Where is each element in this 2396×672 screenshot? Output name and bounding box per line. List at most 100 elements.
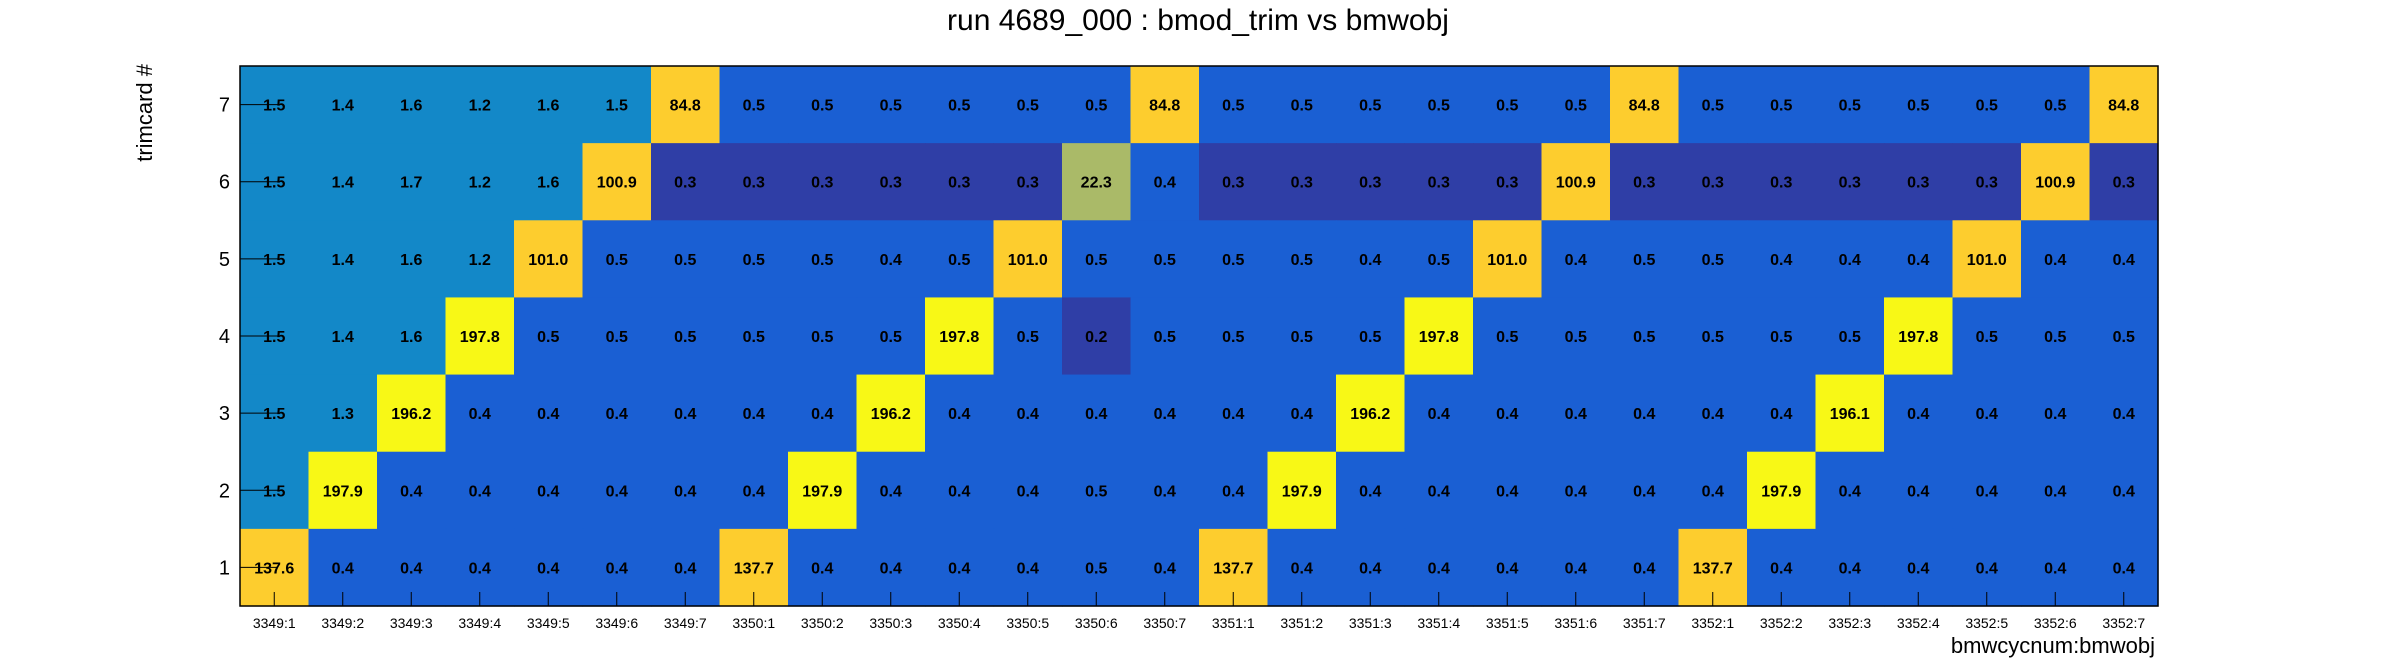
- heatmap-cell: [788, 66, 858, 144]
- heatmap-cell: [582, 374, 652, 453]
- cell-value-label: 0.4: [743, 483, 765, 500]
- heatmap-cell: [993, 143, 1063, 221]
- cell-value-label: 0.4: [1633, 483, 1655, 500]
- heatmap-cell: [856, 143, 926, 221]
- heatmap-cell: [1130, 66, 1200, 144]
- cell-value-label: 0.4: [1702, 406, 1724, 423]
- cell-value-label: 0.5: [1976, 98, 1998, 115]
- x-tick-label: 3350:7: [1143, 615, 1186, 631]
- cell-value-label: 0.4: [606, 560, 628, 577]
- cell-value-label: 0.3: [1359, 175, 1381, 192]
- cell-value-label: 0.4: [1976, 483, 1998, 500]
- cell-value-label: 0.5: [1428, 252, 1450, 269]
- heatmap-cell: [1884, 451, 1954, 530]
- heatmap-cell: [1678, 451, 1748, 530]
- cell-value-label: 0.5: [1907, 98, 1929, 115]
- heatmap-cell: [1473, 451, 1543, 530]
- cell-value-label: 197.9: [1761, 483, 1801, 500]
- cell-value-label: 0.4: [1565, 483, 1587, 500]
- cell-value-label: 84.8: [2108, 98, 2139, 115]
- cell-value-label: 0.3: [1702, 175, 1724, 192]
- cell-value-label: 1.4: [332, 175, 354, 192]
- cell-value-label: 0.5: [1359, 98, 1381, 115]
- heatmap-cell: [1815, 451, 1885, 530]
- cell-value-label: 0.3: [1839, 175, 1861, 192]
- heatmap-cell: [1199, 143, 1269, 221]
- heatmap-cell: [788, 143, 858, 221]
- cell-value-label: 1.6: [537, 175, 559, 192]
- cell-value-label: 0.4: [469, 560, 491, 577]
- cell-value-label: 0.3: [811, 175, 833, 192]
- heatmap-cell: [1199, 374, 1269, 453]
- heatmap-cell: [1267, 374, 1337, 453]
- heatmap-cell: [856, 374, 926, 453]
- cell-value-label: 197.9: [802, 483, 842, 500]
- cell-value-label: 0.3: [743, 175, 765, 192]
- x-tick-label: 3351:7: [1623, 615, 1666, 631]
- heatmap-cell: [719, 220, 789, 299]
- cell-value-label: 1.2: [469, 98, 491, 115]
- heatmap-cell: [514, 66, 584, 144]
- heatmap-cell: [925, 66, 995, 144]
- heatmap-cell: [925, 451, 995, 530]
- cell-value-label: 197.9: [323, 483, 363, 500]
- x-tick-label: 3352:5: [1965, 615, 2008, 631]
- heatmap-cell: [1404, 374, 1474, 453]
- heatmap-cell: [514, 297, 584, 376]
- heatmap-cell: [1062, 66, 1132, 144]
- heatmap-cell: [1541, 451, 1611, 530]
- cell-value-label: 0.4: [1359, 483, 1381, 500]
- cell-value-label: 0.5: [1085, 252, 1107, 269]
- cell-value-label: 0.5: [1222, 98, 1244, 115]
- heatmap-cell: [582, 220, 652, 299]
- cell-value-label: 0.3: [1907, 175, 1929, 192]
- cell-value-label: 0.4: [2044, 483, 2066, 500]
- cell-value-label: 0.4: [1291, 406, 1313, 423]
- cell-value-label: 101.0: [1008, 252, 1048, 269]
- heatmap-cell: [1884, 66, 1954, 144]
- cell-value-label: 0.3: [880, 175, 902, 192]
- heatmap-cell: [1130, 451, 1200, 530]
- x-axis-ticks: 3349:1 3349:2 3349:3 3349:4 3349:5 3349:6 3349…: [253, 592, 2145, 631]
- heatmap-cell: [719, 143, 789, 221]
- cell-value-label: 137.6: [254, 560, 294, 577]
- heatmap-cell: [1404, 297, 1474, 376]
- heatmap-cell: [1815, 374, 1885, 453]
- cell-value-label: 0.4: [811, 406, 833, 423]
- cell-value-label: 0.5: [1702, 329, 1724, 346]
- chart-title: run 4689_000 : bmod_trim vs bmwobj: [947, 4, 1449, 37]
- cell-value-label: 0.5: [1222, 252, 1244, 269]
- cell-value-label: 0.4: [880, 252, 902, 269]
- heatmap-cell: [308, 66, 378, 144]
- cell-value-label: 0.4: [1907, 406, 1929, 423]
- cell-value-label: 0.4: [948, 483, 970, 500]
- heatmap-cell: [2089, 297, 2159, 376]
- cell-value-label: 0.5: [1085, 98, 1107, 115]
- cell-value-label: 0.4: [332, 560, 354, 577]
- heatmap-cell: [1541, 374, 1611, 453]
- heatmap-cell: [445, 297, 515, 376]
- cell-value-label: 0.5: [1976, 329, 1998, 346]
- heatmap-cell: [651, 143, 721, 221]
- heatmap-cell: [2021, 143, 2091, 221]
- cell-value-label: 0.5: [2113, 329, 2135, 346]
- heatmap-cell: [1952, 143, 2022, 221]
- cell-value-label: 0.5: [1291, 329, 1313, 346]
- heatmap-cell: [719, 66, 789, 144]
- heatmap-cell: [377, 451, 447, 530]
- cell-value-label: 0.4: [1017, 483, 1039, 500]
- cell-value-label: 22.3: [1081, 175, 1112, 192]
- cell-value-label: 0.3: [1222, 175, 1244, 192]
- cell-value-label: 0.5: [811, 98, 833, 115]
- heatmap-cell: [445, 451, 515, 530]
- cell-value-label: 0.4: [1017, 406, 1039, 423]
- heatmap-cell: [2089, 451, 2159, 530]
- cell-value-label: 0.4: [1496, 406, 1518, 423]
- heatmap-cell: [993, 297, 1063, 376]
- y-tick-label: 3: [219, 403, 230, 425]
- x-tick-label: 3349:5: [527, 615, 570, 631]
- heatmap-cell: [856, 66, 926, 144]
- cell-value-label: 84.8: [1629, 98, 1660, 115]
- heatmap-cell: [1610, 297, 1680, 376]
